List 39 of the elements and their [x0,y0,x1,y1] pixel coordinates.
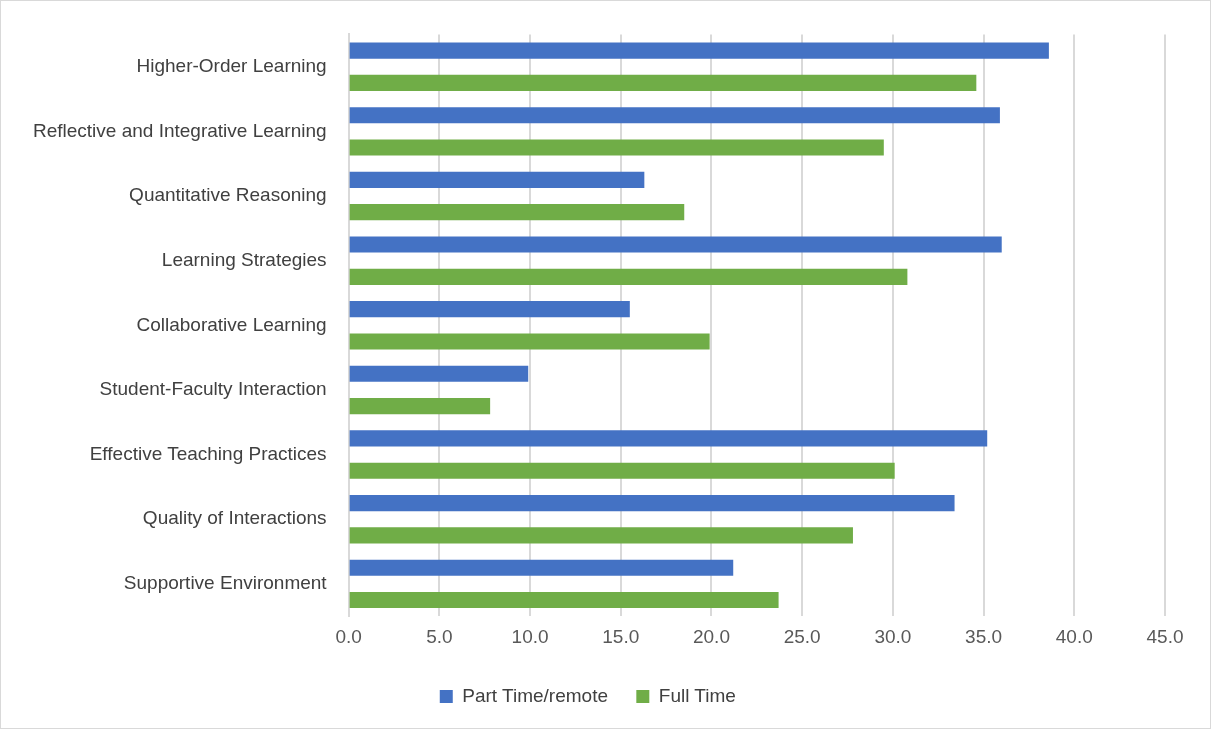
bar [349,171,645,188]
y-tick-label: Student-Faculty Interaction [99,378,327,400]
x-tick-label: 30.0 [874,625,912,647]
y-tick-label: Higher-Order Learning [136,54,327,76]
y-tick-label: Collaborative Learning [136,313,327,335]
bar [349,591,779,609]
y-tick-label: Quality of Interactions [142,507,327,529]
x-tick-label: 40.0 [1055,625,1093,647]
bar [349,268,908,285]
bar [349,559,734,576]
bar [349,430,988,447]
bar [349,494,955,512]
legend-label: Full Time [658,684,736,706]
x-tick-label: 15.0 [602,625,640,647]
legend-label: Part Time/remote [462,684,608,706]
x-tick-label: 5.0 [426,625,453,647]
y-tick-label: Quantitative Reasoning [129,184,327,206]
x-tick-label: 35.0 [965,625,1003,647]
bar [349,333,710,350]
bar [349,365,529,382]
bar [349,42,1049,59]
bar [349,74,977,91]
x-tick-label: 45.0 [1146,625,1184,647]
y-tick-label: Learning Strategies [161,248,327,270]
x-tick-label: 10.0 [511,625,549,647]
y-tick-label: Supportive Environment [123,572,328,594]
bar [349,107,1000,124]
bar [349,462,895,479]
bar [349,398,491,415]
x-tick-label: 20.0 [692,625,730,647]
bar [349,236,1002,253]
x-tick-label: 25.0 [783,625,821,647]
bar [349,204,685,221]
bar [349,139,884,156]
bar [349,301,630,318]
y-tick-label: Reflective and Integrative Learning [32,119,327,141]
x-tick-label: 0.0 [335,625,362,647]
bar [349,527,853,544]
y-tick-label: Effective Teaching Practices [89,442,327,464]
